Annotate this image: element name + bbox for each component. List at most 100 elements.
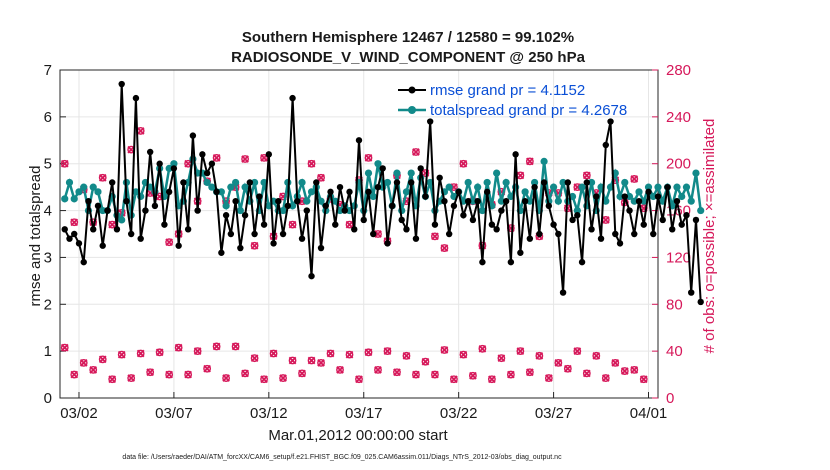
obs-assimilated-marker bbox=[374, 230, 382, 238]
obs-possible-marker bbox=[563, 364, 572, 373]
rmse-point bbox=[688, 289, 695, 296]
rmse-point bbox=[227, 230, 235, 238]
y-tick-label: 6 bbox=[44, 109, 52, 126]
spread-point bbox=[137, 192, 145, 201]
spread-point bbox=[317, 197, 325, 205]
rmse-point bbox=[692, 216, 700, 224]
obs-assimilated-marker bbox=[203, 364, 211, 373]
rmse-point bbox=[426, 118, 434, 125]
rmse-point bbox=[175, 242, 182, 249]
rmse-point bbox=[659, 216, 666, 224]
rmse-point bbox=[275, 198, 282, 205]
obs-possible-marker bbox=[184, 370, 193, 379]
obs-possible-marker bbox=[573, 347, 582, 356]
spread-point bbox=[222, 202, 230, 210]
rmse-point bbox=[455, 188, 462, 196]
rmse-point bbox=[374, 183, 382, 191]
spread-point bbox=[165, 164, 173, 172]
rmse-point bbox=[336, 183, 344, 191]
legend: rmse grand pr = 4.1152 totalspread grand… bbox=[398, 82, 627, 119]
obs-possible-marker bbox=[355, 375, 363, 384]
obs-assimilated-marker bbox=[582, 369, 591, 378]
rmse-point bbox=[360, 216, 367, 224]
spread-point bbox=[507, 192, 515, 201]
rmse-point bbox=[265, 151, 273, 158]
rmse-point bbox=[626, 207, 633, 214]
obs-assimilated-marker bbox=[241, 369, 249, 378]
rmse-point bbox=[488, 221, 496, 228]
rmse-point bbox=[251, 230, 258, 238]
spread-point bbox=[383, 178, 392, 187]
obs-possible-marker bbox=[383, 347, 392, 356]
obs-assimilated-marker bbox=[421, 357, 430, 366]
obs-assimilated-marker bbox=[402, 351, 411, 360]
rmse-point bbox=[588, 226, 595, 233]
obs-assimilated-marker bbox=[469, 371, 477, 380]
spread-point bbox=[94, 188, 102, 196]
x-tick-label: 03/12 bbox=[250, 405, 288, 422]
rmse-point bbox=[398, 216, 405, 224]
obs-assimilated-marker bbox=[507, 370, 515, 379]
rmse-point bbox=[593, 193, 600, 200]
obs-possible-marker bbox=[364, 348, 373, 357]
obs-assimilated-marker bbox=[98, 355, 107, 364]
obs-possible-marker bbox=[374, 365, 382, 374]
obs-assimilated-marker bbox=[174, 343, 183, 352]
spread-point bbox=[587, 178, 596, 187]
spread-point bbox=[369, 192, 377, 201]
rmse-point bbox=[564, 179, 572, 186]
obs-assimilated-marker bbox=[165, 370, 173, 379]
rmse-point bbox=[412, 235, 420, 242]
obs-possible-marker bbox=[459, 159, 468, 168]
spread-point bbox=[573, 206, 581, 215]
spread-point bbox=[649, 192, 657, 201]
spread-point bbox=[279, 206, 287, 215]
obs-possible-marker bbox=[440, 244, 449, 252]
rmse-point bbox=[650, 230, 657, 238]
rmse-point bbox=[597, 235, 605, 242]
obs-possible-marker bbox=[402, 351, 411, 360]
rmse-point bbox=[574, 212, 581, 219]
rmse-point bbox=[308, 272, 315, 280]
legend-spread-label: totalspread grand pr = 4.2678 bbox=[430, 102, 627, 119]
obs-possible-marker bbox=[469, 371, 477, 380]
spread-point bbox=[118, 216, 126, 224]
obs-assimilated-marker bbox=[554, 359, 563, 367]
obs-possible-marker bbox=[630, 365, 639, 374]
rmse-point bbox=[289, 94, 296, 102]
spread-point bbox=[464, 178, 472, 187]
spread-point bbox=[217, 188, 225, 196]
rmse-point bbox=[246, 179, 254, 186]
rmse-point bbox=[526, 235, 534, 242]
obs-possible-marker bbox=[431, 370, 439, 379]
obs-assimilated-marker bbox=[431, 370, 439, 379]
obs-possible-marker bbox=[450, 375, 458, 384]
y-tick-label: 5 bbox=[44, 156, 52, 173]
obs-assimilated-marker bbox=[155, 348, 164, 357]
spread-point bbox=[697, 206, 705, 215]
rmse-point bbox=[237, 244, 244, 252]
obs-assimilated-marker bbox=[250, 241, 259, 250]
obs-assimilated-marker bbox=[630, 175, 639, 183]
spread-point bbox=[526, 197, 534, 205]
obs-assimilated-marker bbox=[611, 359, 620, 367]
obs-possible-marker bbox=[269, 349, 278, 358]
obs-assimilated-marker bbox=[450, 375, 458, 384]
obs-possible-marker bbox=[250, 354, 259, 363]
rmse-point bbox=[75, 240, 83, 247]
rmse-point bbox=[151, 202, 159, 210]
obs-assimilated-marker bbox=[630, 366, 639, 374]
y2-tick-label: 40 bbox=[666, 343, 683, 360]
x-tick-label: 03/22 bbox=[440, 405, 478, 422]
obs-assimilated-marker bbox=[440, 346, 449, 354]
rmse-point bbox=[540, 179, 548, 186]
rmse-point bbox=[450, 202, 458, 210]
rmse-point bbox=[180, 179, 187, 186]
rmse-point bbox=[616, 240, 624, 247]
obs-assimilated-marker bbox=[212, 154, 221, 162]
obs-possible-marker bbox=[288, 356, 297, 365]
rmse-point bbox=[99, 242, 106, 249]
obs-possible-marker bbox=[412, 370, 420, 379]
spread-point bbox=[89, 183, 97, 191]
spread-point bbox=[554, 197, 562, 205]
